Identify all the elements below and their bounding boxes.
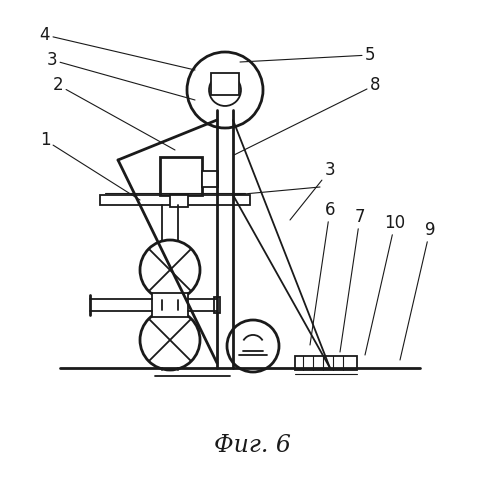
Text: Фиг. 6: Фиг. 6 [214,434,290,456]
Text: 4: 4 [40,26,195,70]
Bar [295,356,357,370]
Bar [202,171,218,187]
Text: 7: 7 [340,208,365,352]
Bar [100,195,250,205]
Bar [211,73,239,95]
Bar [170,195,188,207]
Text: 8: 8 [234,76,380,155]
Circle shape [227,320,279,372]
Text: 3: 3 [47,51,195,100]
Bar [160,157,202,195]
Text: 2: 2 [53,76,175,150]
Text: 1: 1 [40,131,140,200]
Text: 9: 9 [400,221,435,360]
Bar [214,297,220,313]
Text: 6: 6 [310,201,335,345]
Text: 5: 5 [240,46,375,64]
Circle shape [187,52,263,128]
Circle shape [140,310,200,370]
Text: 3: 3 [290,161,335,220]
Text: 10: 10 [365,214,406,355]
Circle shape [209,74,241,106]
Circle shape [140,240,200,300]
Bar [152,293,188,317]
